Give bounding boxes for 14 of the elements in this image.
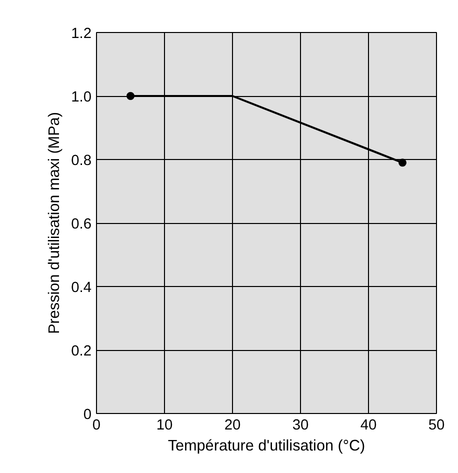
x-tick-label: 30 (292, 418, 309, 434)
y-tick-label: 0.2 (71, 344, 92, 360)
y-tick-label: 1.2 (71, 26, 92, 42)
y-tick-label: 1.0 (71, 90, 92, 106)
y-axis-title: Pression d'utilisation maxi (MPa) (46, 112, 64, 334)
y-tick-label: 0.4 (71, 280, 92, 296)
x-tick-label: 40 (360, 418, 377, 434)
y-tick-label: 0 (83, 407, 92, 423)
x-tick-label: 20 (224, 418, 241, 434)
y-tick-label: 0.8 (71, 153, 92, 169)
x-axis-title: Température d'utilisation (°C) (168, 438, 366, 454)
x-tick-label: 50 (428, 418, 445, 434)
y-tick-label: 0.6 (71, 216, 92, 232)
x-tick-label: 10 (156, 418, 173, 434)
